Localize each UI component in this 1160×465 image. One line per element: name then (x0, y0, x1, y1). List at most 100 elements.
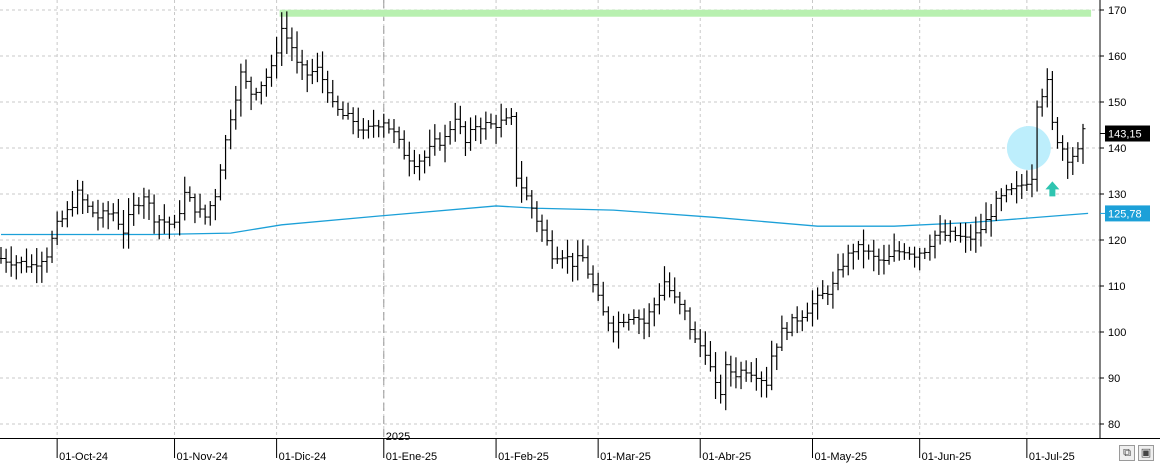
price-bar (207, 201, 213, 226)
price-bar (202, 204, 208, 225)
price-bar (804, 302, 810, 322)
price-bar (937, 215, 943, 245)
price-bar (80, 180, 86, 215)
price-bar (508, 108, 514, 125)
price-bar (942, 219, 948, 242)
price-bar (697, 329, 703, 358)
price-bar (304, 60, 310, 93)
price-bar (570, 252, 576, 282)
y-tick-label: 150 (1108, 97, 1126, 109)
price-bar (825, 285, 831, 305)
save-disk-icon[interactable]: ▣ (1138, 445, 1154, 461)
price-bar (784, 322, 790, 341)
price-bar (815, 287, 821, 320)
x-tick-label: 01-Nov-24 (177, 451, 228, 463)
y-tick-label: 100 (1108, 327, 1126, 339)
price-bar (621, 313, 627, 328)
price-bar (289, 27, 295, 62)
price-bar (534, 201, 540, 233)
price-bar (1024, 170, 1030, 191)
price-bar (958, 222, 964, 243)
price-bar (39, 251, 45, 283)
price-bar (651, 297, 657, 327)
y-tick-label: 140 (1108, 143, 1126, 155)
price-bar (462, 121, 468, 156)
price-bar (75, 179, 81, 215)
price-bar (636, 309, 642, 335)
price-bar (309, 58, 315, 85)
price-bar (595, 272, 601, 301)
price-bar (197, 193, 203, 218)
price-bar (34, 248, 40, 284)
price-bar (386, 118, 392, 134)
price-bar (963, 222, 969, 253)
price-bar (452, 102, 458, 142)
price-bar (161, 204, 167, 234)
price-bar (932, 230, 938, 259)
price-bar (1070, 147, 1076, 175)
price-bar (493, 114, 499, 144)
price-bar (1054, 117, 1060, 149)
price-bar (115, 198, 121, 230)
price-bar (901, 243, 907, 260)
price-bar (248, 76, 254, 111)
price-bar (1039, 88, 1045, 117)
price-bar (299, 49, 305, 80)
price-bar (228, 109, 234, 150)
price-bar (1019, 174, 1025, 199)
price-bar (539, 214, 545, 242)
price-bar (488, 113, 494, 129)
x-tick-label: 01-Dic-24 (279, 451, 327, 463)
zoom-window-icon[interactable]: ⧉ (1119, 445, 1135, 461)
price-bar (529, 190, 535, 219)
x-tick-label: 01-Jun-25 (922, 451, 972, 463)
price-bar (927, 234, 933, 261)
price-bar (667, 272, 673, 298)
price-bar (779, 315, 785, 351)
price-bar (340, 101, 346, 120)
price-bars-series (0, 11, 1086, 411)
price-bar (483, 111, 489, 140)
price-bar (524, 176, 530, 201)
price-bar (876, 248, 882, 275)
price-bar (794, 306, 800, 334)
price-bar (549, 230, 555, 269)
price-bar (279, 12, 285, 66)
price-bar (799, 310, 805, 332)
price-bar (682, 299, 688, 321)
price-bar (350, 107, 356, 135)
x-tick-label: 01-Feb-25 (498, 451, 549, 463)
price-bar (600, 281, 606, 316)
price-bar (100, 202, 106, 228)
up-arrow-shape (1045, 181, 1060, 197)
price-bar (13, 255, 19, 280)
price-bar (835, 253, 841, 291)
price-bar (258, 81, 264, 105)
price-bar (861, 229, 867, 269)
price-bar (192, 193, 198, 224)
price-bar (473, 115, 479, 142)
price-bar (442, 124, 448, 163)
price-bar (478, 117, 484, 144)
price-bar (335, 95, 341, 116)
price-bar (151, 194, 157, 234)
price-bar (376, 119, 382, 138)
y-tick-label: 130 (1108, 189, 1126, 201)
highlight-circle-shape (1006, 126, 1051, 170)
price-bar (54, 211, 60, 246)
price-bar (723, 351, 729, 411)
price-bar (983, 202, 989, 234)
price-bar (136, 197, 142, 215)
price-bar (519, 161, 525, 203)
y-axis-tick-labels: 80 90 100 110 120 130 140 150 160 170 (1100, 5, 1126, 431)
price-bar (1003, 184, 1009, 203)
price-bar (616, 311, 622, 349)
year-marker-label: 2025 (386, 431, 410, 443)
price-bar (172, 214, 178, 229)
price-bar (554, 246, 560, 264)
price-bar (320, 51, 326, 94)
price-bar (131, 192, 137, 226)
last-price-badge-box (1105, 125, 1150, 142)
price-bar (513, 112, 519, 187)
